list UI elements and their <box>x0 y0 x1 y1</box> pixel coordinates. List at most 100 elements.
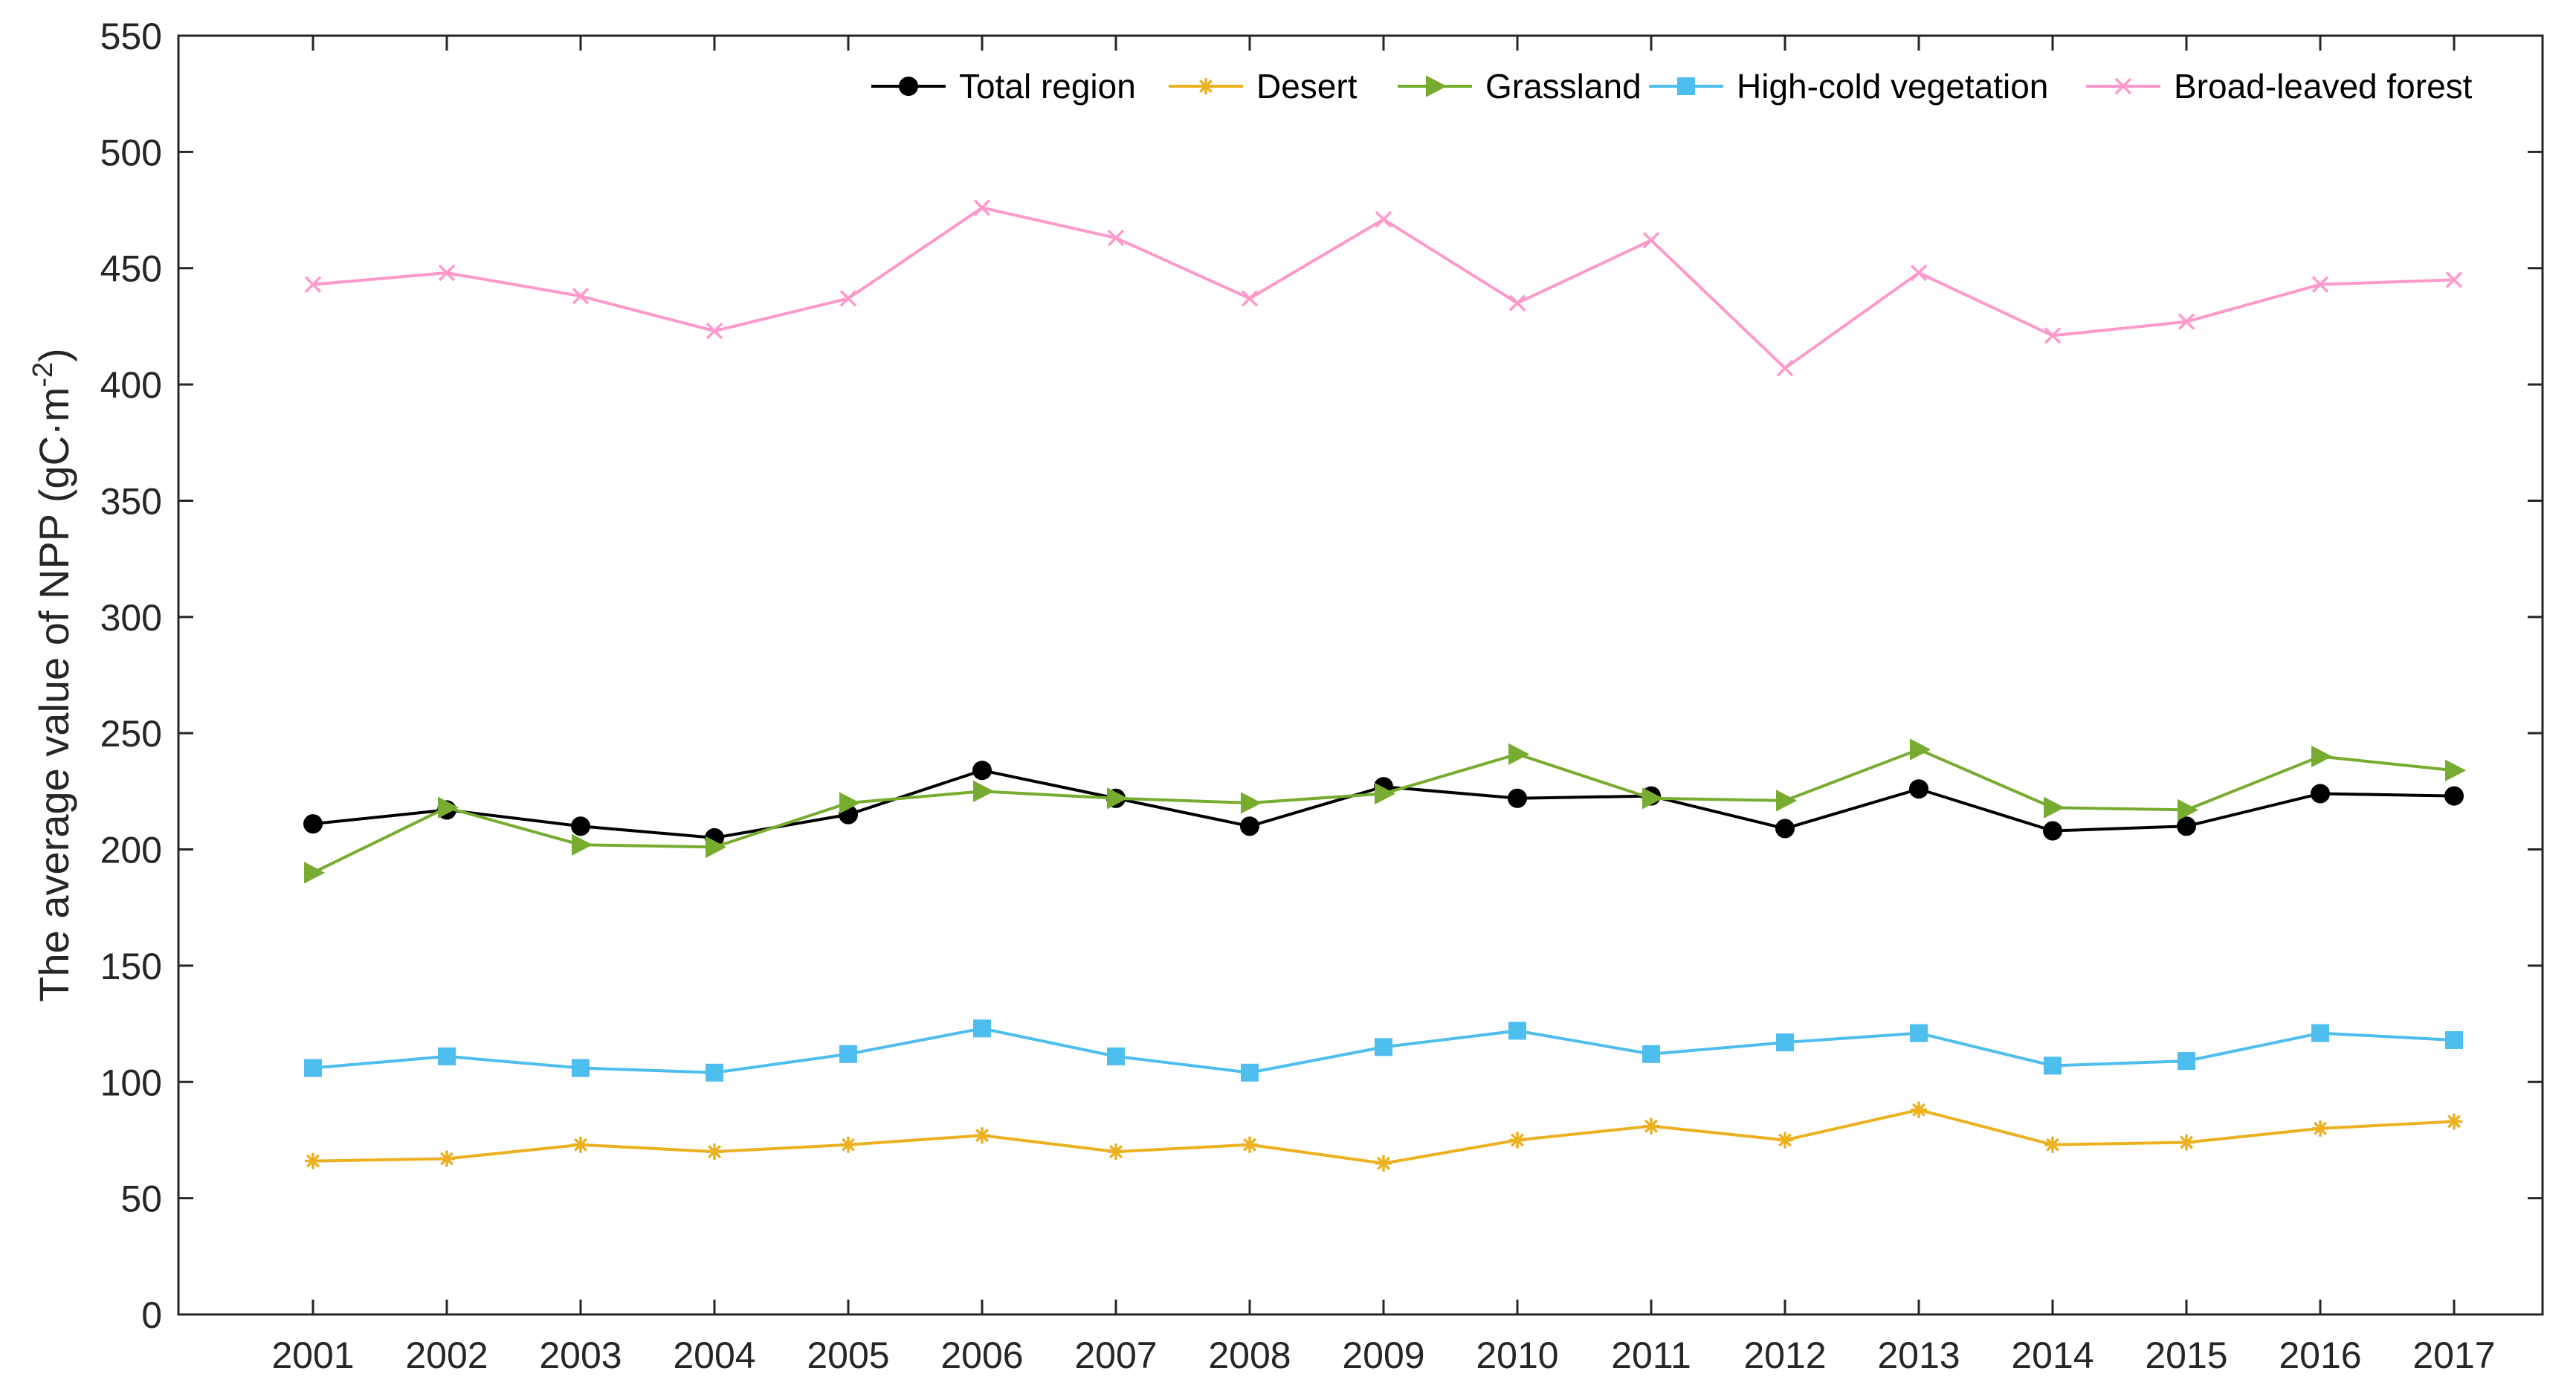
data-point <box>706 1063 723 1082</box>
series-grassland <box>304 738 2467 884</box>
x-marker-stroke <box>839 290 857 307</box>
x-marker-stroke <box>2114 77 2132 95</box>
x-marker-stroke <box>2044 327 2062 344</box>
x-tick-label: 2009 <box>1342 1335 1424 1376</box>
data-point <box>1242 1136 1258 1153</box>
x-tick-label: 2017 <box>2412 1335 2495 1376</box>
data-point <box>1240 816 1259 836</box>
x-marker-stroke <box>1642 231 1660 249</box>
data-point <box>1509 1132 1526 1149</box>
y-axis-title-main: The average value of NPP (gC·m <box>30 387 77 1002</box>
legend-label: High-cold vegetation <box>1737 67 2048 106</box>
data-point <box>1107 1047 1125 1065</box>
asterisk-marker-stroke <box>1198 79 1213 94</box>
data-point <box>2178 313 2195 330</box>
legend-item: Desert <box>1169 67 1358 106</box>
y-tick-label: 400 <box>100 364 162 406</box>
data-point <box>2178 1052 2195 1071</box>
data-point <box>839 290 857 307</box>
data-point <box>1775 819 1795 839</box>
data-point <box>706 1143 723 1161</box>
data-point <box>973 1019 991 1038</box>
data-point <box>1643 1117 1659 1135</box>
asterisk-marker-stroke <box>1510 1133 1525 1147</box>
x-tick-label: 2010 <box>1476 1335 1558 1376</box>
y-tick-label: 150 <box>100 946 162 987</box>
asterisk-marker-stroke <box>439 1152 454 1166</box>
data-point <box>2444 786 2464 806</box>
data-point <box>840 1136 856 1153</box>
series-desert <box>305 1101 2462 1172</box>
legend-marker <box>899 77 918 96</box>
asterisk-marker-stroke <box>573 1138 588 1152</box>
legend-marker <box>1677 77 1695 95</box>
data-point <box>1642 1045 1660 1063</box>
asterisk-marker-stroke <box>2179 1135 2194 1149</box>
x-tick-label: 2011 <box>1611 1335 1691 1376</box>
data-point <box>2044 796 2065 819</box>
x-marker-stroke <box>304 276 322 293</box>
x-tick-label: 2005 <box>807 1335 889 1376</box>
data-point <box>2177 816 2196 836</box>
y-tick-label: 450 <box>100 248 162 290</box>
data-point <box>2044 1056 2062 1075</box>
x-tick-label: 2012 <box>1743 1335 1826 1376</box>
asterisk-marker-stroke <box>2447 1114 2462 1129</box>
x-tick-label: 2013 <box>1877 1335 1960 1376</box>
legend-item: Broad-leaved forest <box>2086 67 2473 106</box>
x-marker-stroke <box>1776 359 1794 377</box>
x-tick-label: 2008 <box>1208 1335 1291 1376</box>
x-marker-stroke <box>1508 294 1526 312</box>
asterisk-marker-stroke <box>1242 1138 1257 1152</box>
data-point <box>1107 229 1125 247</box>
legend-item: Total region <box>871 67 1136 106</box>
data-point <box>1776 1033 1794 1052</box>
data-point <box>572 288 590 305</box>
data-point <box>438 264 456 282</box>
data-point <box>305 1152 321 1169</box>
x-marker-stroke <box>2311 276 2329 293</box>
data-point <box>304 276 322 293</box>
x-marker-stroke <box>572 288 590 305</box>
data-point <box>2178 798 2199 822</box>
x-tick-label: 2003 <box>539 1335 622 1376</box>
y-tick-label: 500 <box>100 132 162 173</box>
x-tick-label: 2002 <box>405 1335 488 1376</box>
data-point <box>2044 1136 2061 1153</box>
legend-item: High-cold vegetation <box>1649 67 2048 106</box>
legend-marker <box>2114 77 2132 95</box>
data-point <box>839 792 861 814</box>
asterisk-marker-stroke <box>1778 1133 1792 1147</box>
y-tick-label: 50 <box>120 1178 162 1220</box>
x-marker-stroke <box>2178 313 2195 330</box>
data-point <box>438 796 459 819</box>
series-high-cold-vegetation <box>304 1019 2463 1082</box>
data-point <box>1241 1063 1259 1082</box>
data-point <box>1241 290 1259 307</box>
data-point <box>439 1150 455 1167</box>
data-point <box>1777 1132 1793 1149</box>
data-point <box>1911 1101 1927 1118</box>
data-point <box>1375 1155 1392 1172</box>
x-tick-label: 2006 <box>940 1335 1023 1376</box>
data-point <box>1910 738 1931 761</box>
asterisk-marker-stroke <box>841 1138 856 1152</box>
y-tick-label: 250 <box>100 713 162 755</box>
data-point <box>972 761 992 781</box>
data-point <box>304 862 326 884</box>
data-point <box>1776 359 1794 377</box>
y-tick-label: 0 <box>141 1294 162 1336</box>
x-tick-label: 2016 <box>2279 1335 2361 1376</box>
data-point <box>1910 1024 1928 1042</box>
asterisk-marker-stroke <box>1108 1145 1123 1159</box>
data-point <box>2044 327 2062 344</box>
data-point <box>2311 1024 2329 1042</box>
data-point <box>2043 821 2062 841</box>
x-marker-stroke <box>1107 229 1125 247</box>
y-tick-label: 100 <box>100 1062 162 1103</box>
x-marker-stroke <box>1910 264 1928 282</box>
data-point <box>1375 210 1392 228</box>
data-point <box>1508 788 1527 808</box>
data-point <box>438 1047 456 1065</box>
legend-marker <box>1198 78 1214 94</box>
